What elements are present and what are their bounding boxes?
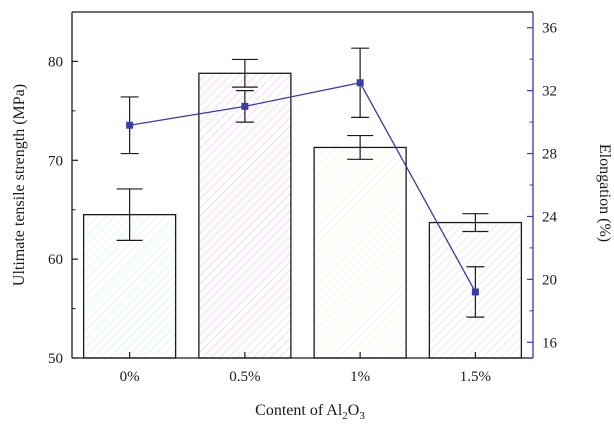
y2-tick-label-1: 20 bbox=[542, 272, 557, 288]
bar-2 bbox=[313, 146, 407, 359]
elongation-point-2 bbox=[356, 79, 364, 87]
x-tick-label-2: 1% bbox=[350, 369, 370, 385]
y2-tick-label-5: 36 bbox=[542, 21, 558, 37]
y2-tick-label-2: 24 bbox=[542, 209, 558, 225]
y-tick-label-0: 50 bbox=[48, 351, 63, 367]
axes: 50 60 70 80 16 20 24 28 32 36 0% 0.5% 1% 1.5% bbox=[48, 11, 558, 385]
bars-layer bbox=[82, 72, 523, 359]
x-tick-label-0: 0% bbox=[120, 369, 140, 385]
x-axis-title: Content of Al2O3 bbox=[255, 402, 365, 422]
x-tick-label-3: 1.5% bbox=[460, 369, 491, 385]
elongation-line bbox=[129, 82, 476, 293]
y2-tick-label-3: 28 bbox=[542, 147, 557, 163]
y2-axis-title: Elongation (%) bbox=[596, 144, 613, 242]
elongation-point-1 bbox=[241, 102, 249, 110]
y-tick-label-3: 80 bbox=[48, 54, 63, 70]
y2-tick-label-0: 16 bbox=[542, 335, 558, 351]
y-tick-label-2: 70 bbox=[48, 153, 63, 169]
y2-tick-label-4: 32 bbox=[542, 84, 557, 100]
x-tick-label-1: 0.5% bbox=[229, 369, 260, 385]
elongation-point-0 bbox=[126, 121, 134, 129]
y-tick-label-1: 60 bbox=[48, 252, 63, 268]
elongation-point-3 bbox=[471, 288, 479, 296]
y-axis-title: Ultimate tensile strength (MPa) bbox=[11, 84, 28, 286]
bar-error-bars bbox=[116, 58, 489, 241]
elongation-series bbox=[120, 47, 485, 318]
